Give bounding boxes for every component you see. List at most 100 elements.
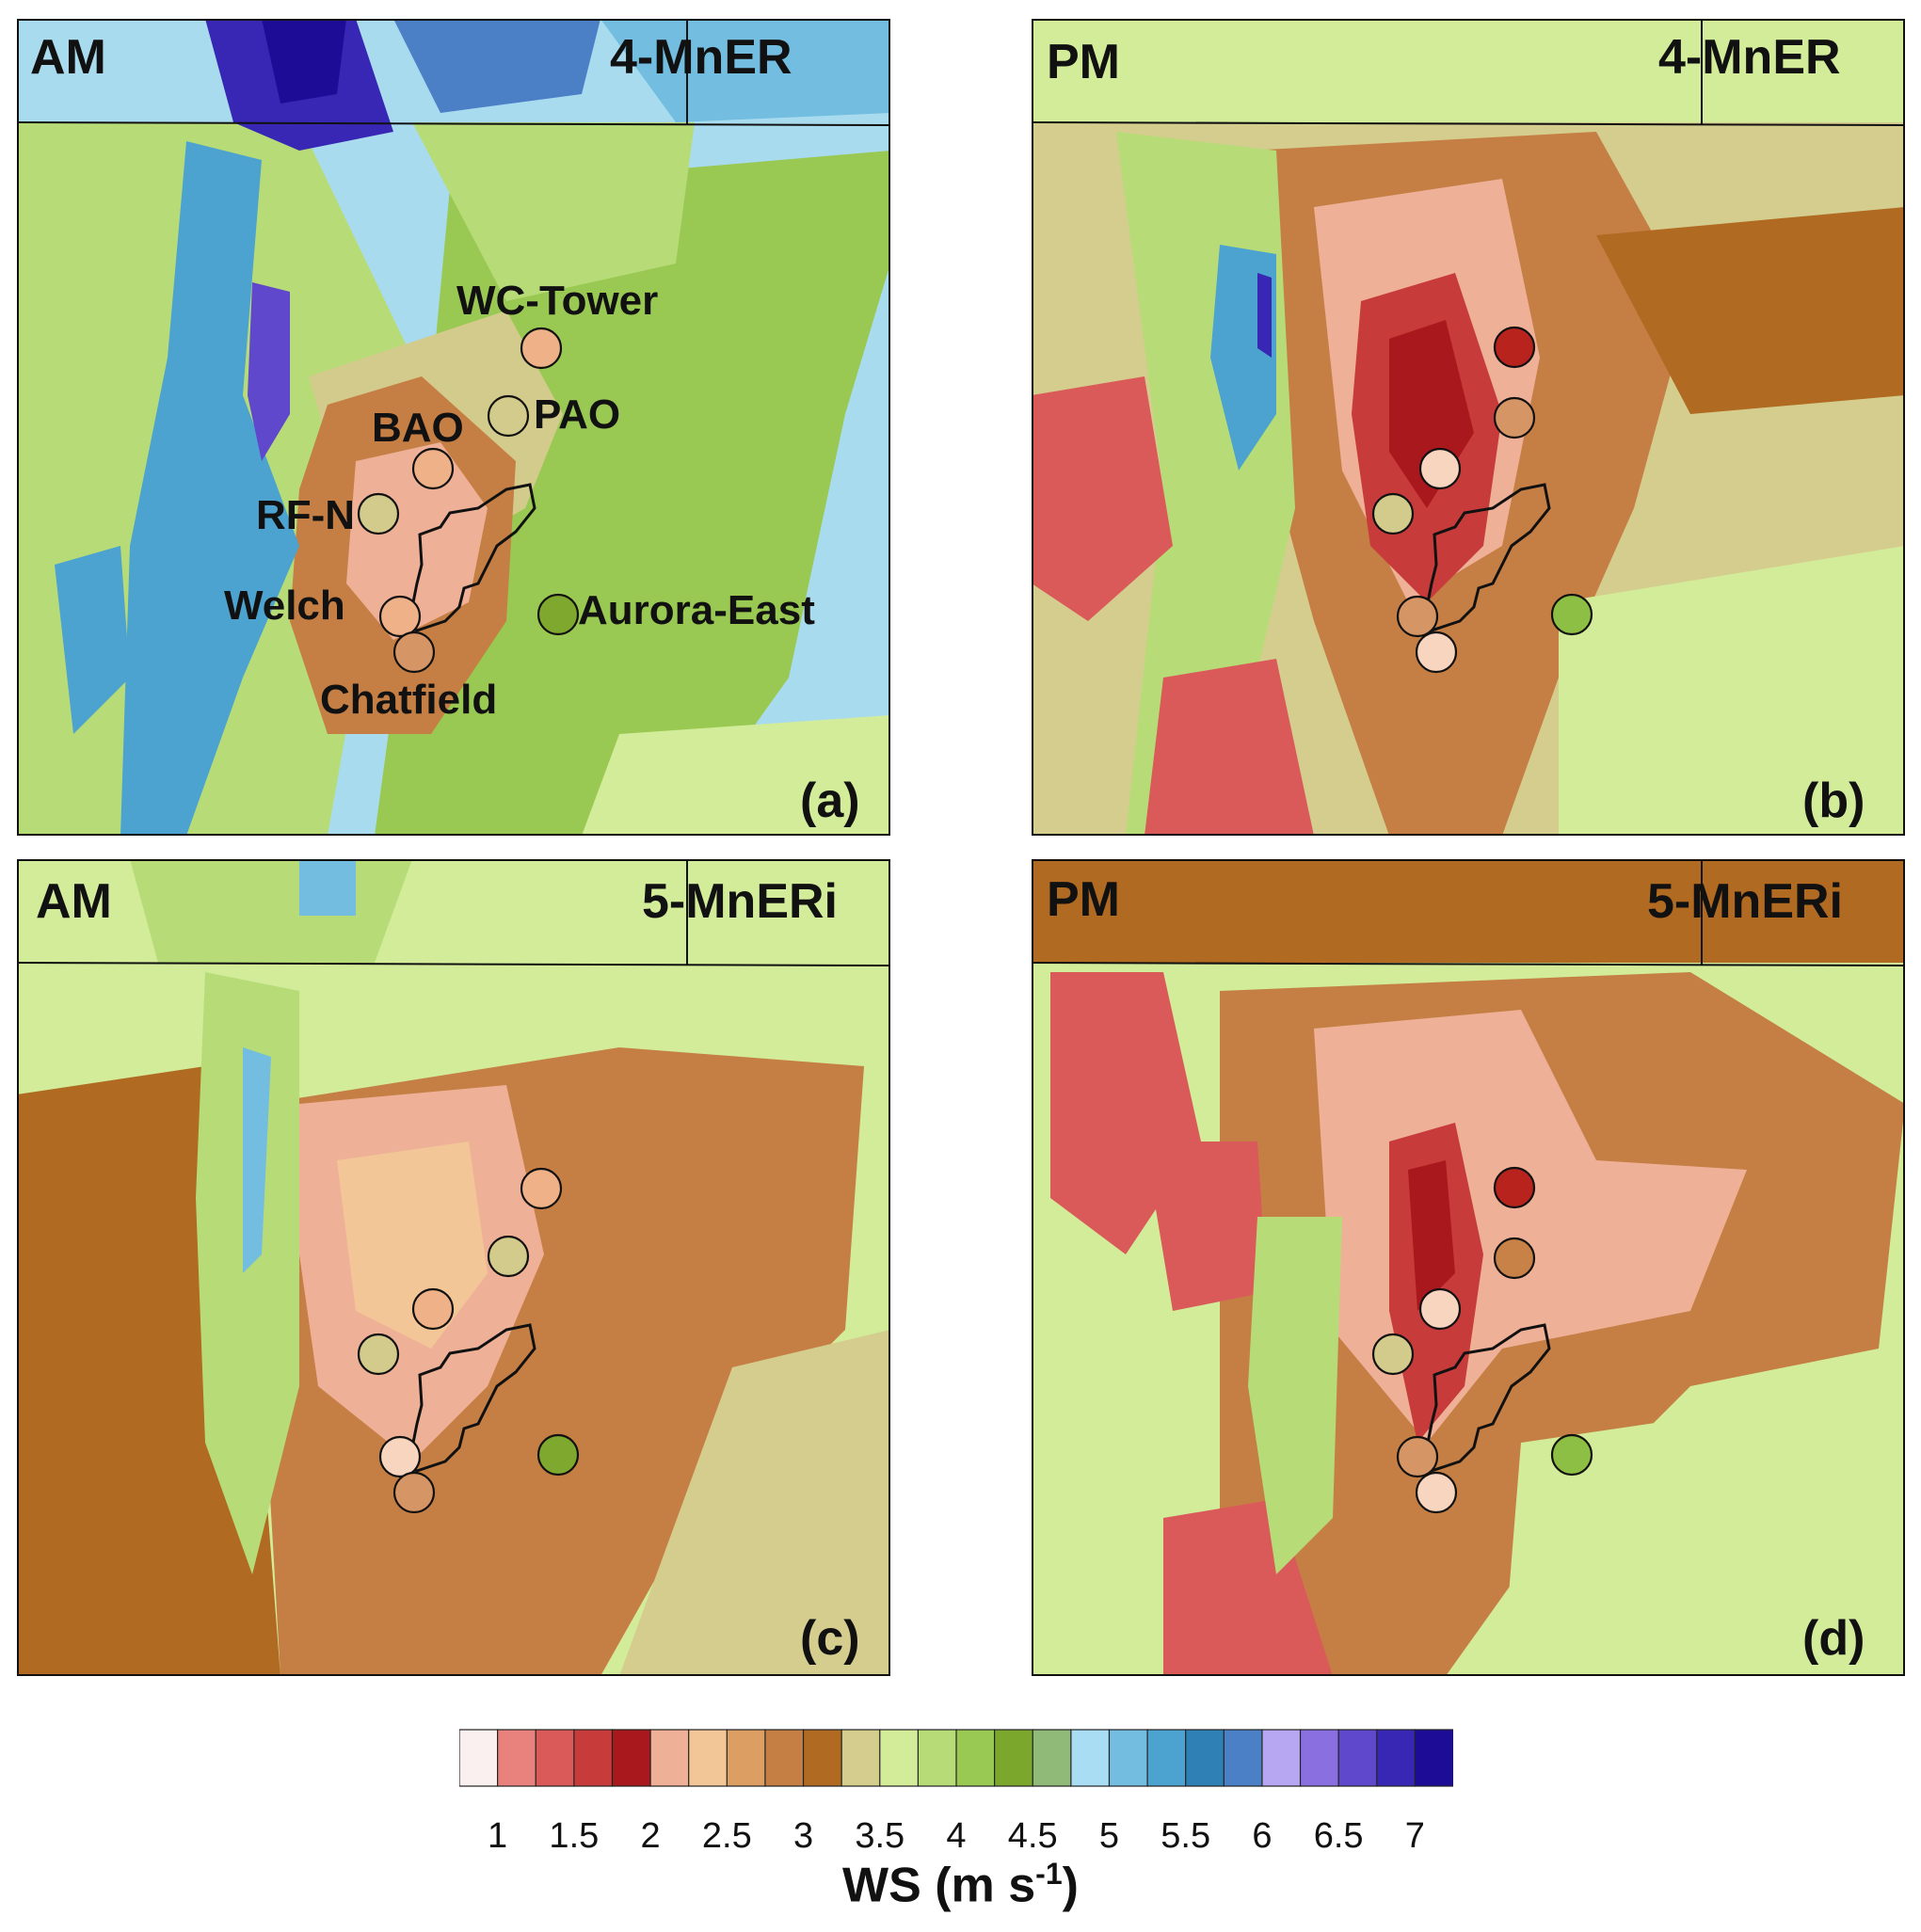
colorbar-swatch (1376, 1729, 1417, 1787)
colorbar-swatch (879, 1729, 920, 1787)
panel-d-letter-label: (d) (1802, 1611, 1865, 1666)
site-marker-pao (487, 394, 530, 438)
site-marker-rf-n (357, 1333, 400, 1376)
colorbar-swatch (802, 1729, 843, 1787)
site-label-bao: BAO (372, 405, 464, 451)
site-marker-wc-tower (520, 327, 563, 370)
colorbar-swatch (1185, 1729, 1225, 1787)
panel-c-experiment-label: 5-MnERi (642, 874, 838, 929)
panel-b-experiment-label: 4-MnER (1658, 30, 1841, 85)
site-marker-bao (1418, 447, 1462, 490)
colorbar-tick-label: 6 (1252, 1816, 1273, 1856)
wind-speed-contour (600, 19, 890, 122)
site-marker-chatfield (392, 1471, 436, 1514)
colorbar-swatch (955, 1729, 996, 1787)
wind-speed-contour (346, 442, 488, 640)
site-marker-bao (411, 1287, 455, 1331)
panel-frame (1032, 859, 1905, 1676)
colorbar-swatch (1070, 1729, 1111, 1787)
site-marker-chatfield (392, 631, 436, 674)
site-label-pao: PAO (534, 391, 621, 438)
wind-speed-contour (582, 715, 890, 836)
colorbar-swatch (688, 1729, 728, 1787)
panel-frame (1032, 19, 1905, 836)
colorbar-swatch (1108, 1729, 1148, 1787)
site-marker-pao (487, 1235, 530, 1278)
colorbar-swatch (1032, 1729, 1072, 1787)
site-marker-chatfield (1415, 1471, 1458, 1514)
colorbar-swatch (535, 1729, 575, 1787)
panel-c-time-label: AM (36, 874, 112, 929)
wind-speed-contour (1032, 859, 1905, 963)
state-boundary-line (1032, 962, 1905, 966)
colorbar-swatch (1337, 1729, 1378, 1787)
wind-speed-contour (130, 859, 412, 963)
panel-a-map (17, 19, 890, 836)
wind-speed-contour (262, 19, 346, 104)
colorbar-swatch (1299, 1729, 1340, 1787)
site-label-chatfield: Chatfield (320, 677, 498, 723)
wind-speed-contour (120, 141, 299, 836)
colorbar (459, 1729, 1453, 1787)
panel-c (17, 859, 890, 1676)
panel-c-map (17, 859, 890, 1676)
colorbar-title-end: ) (1062, 1858, 1079, 1913)
wind-speed-contour (619, 1330, 890, 1676)
site-marker-aurora-east (536, 593, 580, 636)
colorbar-swatch (611, 1729, 651, 1787)
wind-speed-contour (196, 972, 299, 1574)
site-marker-welch (378, 1435, 422, 1478)
panel-frame (17, 19, 890, 836)
wind-speed-contour (1559, 546, 1905, 836)
site-marker-pao (1493, 396, 1536, 439)
colorbar-tick-label: 2.5 (701, 1816, 752, 1856)
site-label-rf-n: RF-N (256, 492, 356, 538)
site-label-welch: Welch (224, 583, 345, 629)
colorbar-tick-label: 6.5 (1313, 1816, 1364, 1856)
wind-speed-contour (1596, 207, 1905, 414)
colorbar-swatch (1146, 1729, 1187, 1787)
panel-a-letter-label: (a) (800, 774, 860, 828)
site-label-wc-tower: WC-Tower (456, 278, 659, 324)
colorbar-title: WS (m s-1) (0, 1859, 1921, 1909)
site-marker-pao (1493, 1237, 1536, 1280)
wind-speed-contour (393, 19, 600, 113)
wind-speed-contour (1502, 1386, 1905, 1676)
site-marker-rf-n (1371, 1333, 1415, 1376)
colorbar-swatch (1414, 1729, 1453, 1787)
colorbar-tick-label: 1.5 (549, 1816, 600, 1856)
site-marker-wc-tower (1493, 1166, 1536, 1209)
site-marker-bao (411, 447, 455, 490)
panel-d-experiment-label: 5-MnERi (1647, 874, 1843, 929)
wind-speed-contour (582, 859, 890, 963)
colorbar-title-text: WS (m s (842, 1858, 1036, 1913)
colorbar-swatch (764, 1729, 805, 1787)
panel-frame (17, 859, 890, 1676)
site-marker-wc-tower (1493, 326, 1536, 369)
panel-d-time-label: PM (1047, 872, 1120, 927)
colorbar-swatch (573, 1729, 614, 1787)
site-marker-welch (378, 595, 422, 638)
wind-speed-contour (1257, 273, 1272, 358)
panel-a (17, 19, 890, 836)
wind-speed-contour (299, 859, 356, 916)
colorbar-swatch (1223, 1729, 1263, 1787)
colorbar-swatch (1261, 1729, 1302, 1787)
wind-speed-contour (55, 546, 130, 734)
colorbar-tick-label: 4.5 (1007, 1816, 1058, 1856)
site-marker-aurora-east (1550, 593, 1593, 636)
wind-speed-contour (1145, 659, 1314, 836)
site-marker-wc-tower (520, 1167, 563, 1210)
panel-b-letter-label: (b) (1802, 774, 1865, 828)
colorbar-tick-label: 5.5 (1161, 1816, 1211, 1856)
wind-speed-contour (412, 122, 695, 301)
site-marker-rf-n (1371, 492, 1415, 535)
site-marker-chatfield (1415, 631, 1458, 674)
site-marker-bao (1418, 1287, 1462, 1331)
panel-b (1032, 19, 1905, 836)
panel-a-experiment-label: 4-MnER (610, 30, 792, 85)
wind-speed-contour (248, 282, 290, 461)
panel-b-time-label: PM (1047, 35, 1120, 89)
panel-d-map (1032, 859, 1905, 1676)
state-boundary-line (17, 121, 890, 126)
